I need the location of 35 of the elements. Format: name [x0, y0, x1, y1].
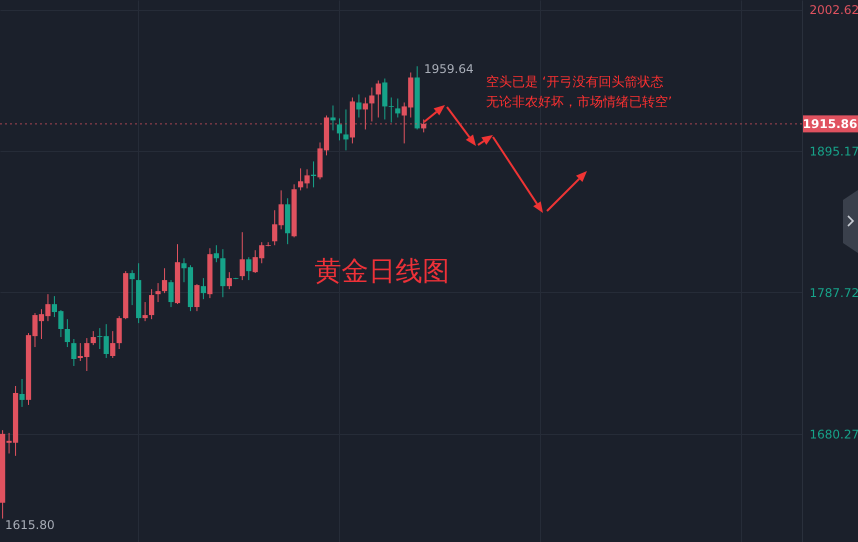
candlestick — [130, 270, 135, 306]
y-tick-label: 1787.72 — [810, 286, 858, 300]
y-tick-label: 2002.62 — [810, 3, 858, 18]
annotation: 1959.64 — [424, 62, 474, 76]
candlestick — [162, 268, 168, 294]
candlestick — [330, 105, 336, 131]
candlestick — [155, 282, 161, 303]
candlestick — [142, 302, 148, 322]
annotation: 空头已是 ‘开弓没有回头箭状态 — [486, 75, 664, 90]
candlestick — [246, 256, 252, 281]
candlestick — [194, 284, 200, 312]
ref-line-label: 1915.86 — [802, 116, 858, 131]
annotation: 1615.80 — [5, 518, 55, 532]
candlestick — [240, 232, 245, 281]
candlestick — [110, 330, 116, 358]
candlestick — [168, 280, 174, 308]
candlestick — [226, 272, 232, 290]
candlestick — [214, 244, 219, 263]
text: 黄金日线图 — [314, 256, 450, 287]
candlestick — [200, 278, 206, 300]
candlestick — [336, 118, 342, 141]
candlestick — [90, 330, 96, 346]
candlestick — [310, 160, 316, 188]
candlestick — [356, 94, 362, 118]
candlestick — [369, 86, 374, 122]
annotation: 无论非农好坏，市场情绪已转空’ — [486, 95, 672, 110]
candlestick — [64, 318, 70, 348]
candlestick — [343, 108, 349, 151]
y-tick-label: 1895.17 — [810, 144, 858, 159]
candlestick — [19, 378, 25, 408]
candlestick — [376, 80, 381, 118]
candlestick — [395, 98, 400, 118]
candlestick — [71, 338, 76, 366]
candlestick — [149, 288, 154, 320]
y-tick-label: 1680.27 — [810, 427, 858, 442]
